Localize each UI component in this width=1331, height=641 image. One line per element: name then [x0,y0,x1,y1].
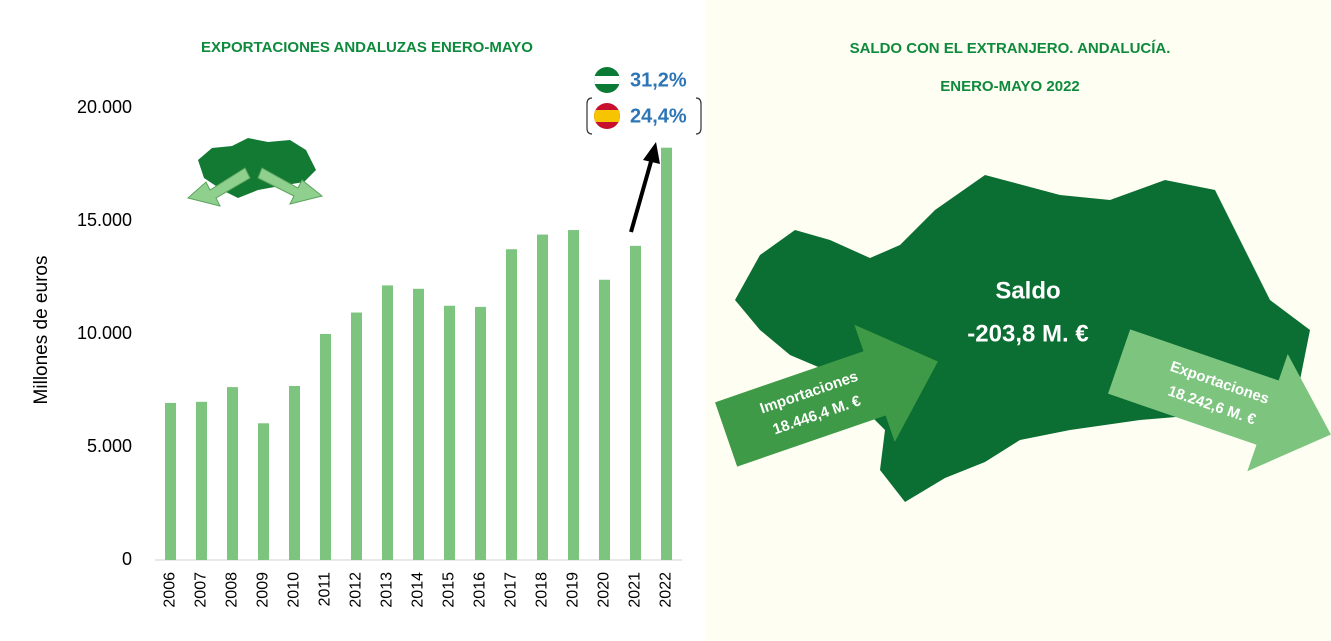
bar [289,385,300,560]
saldo-label: Saldo [995,277,1060,304]
bar [258,423,269,560]
x-tick-label: 2014 [410,572,427,608]
x-tick-label: 2009 [255,572,272,608]
y-axis-label: Millones de euros [31,256,52,405]
growth-annotation [586,67,702,233]
x-tick-label: 2007 [193,572,210,608]
annotation-spain: 24,4% [630,105,687,127]
y-tick-label: 20.000 [77,97,132,117]
x-tick-label: 2013 [379,572,396,608]
saldo-value: -203,8 M. € [967,320,1088,347]
x-tick-label: 2019 [565,572,582,608]
andalucia-map [735,175,1310,502]
bar [227,387,238,560]
x-tick-label: 2015 [441,572,458,608]
chart-title: EXPORTACIONES ANDALUZAS ENERO-MAYO [201,39,533,56]
x-tick-label: 2022 [658,572,675,608]
bar [413,288,424,560]
x-tick-label: 2018 [534,572,551,608]
bar [382,285,393,560]
bar [568,230,579,561]
x-tick-label: 2010 [286,572,303,608]
bar [661,147,672,561]
saldo-title: ENERO-MAYO 2022 [940,78,1080,95]
x-tick-label: 2016 [472,572,489,608]
bar [506,249,517,560]
y-tick-label: 0 [122,549,132,569]
saldo-title: SALDO CON EL EXTRANJERO. ANDALUCÍA. [850,40,1171,57]
y-tick-label: 5.000 [87,436,132,456]
bar [475,306,486,560]
bar [444,305,455,560]
y-tick-label: 10.000 [77,323,132,343]
x-tick-label: 2020 [596,572,613,608]
x-tick-label: 2011 [317,572,334,607]
imports-arrow: Importaciones 18.446,4 M. € [715,324,938,467]
bar [630,245,641,561]
x-tick-label: 2012 [348,572,365,608]
x-tick-label: 2006 [162,572,179,608]
x-tick-label: 2008 [224,572,241,608]
small-map-icon [186,138,324,207]
x-tick-label: 2021 [627,572,644,608]
bar [196,401,207,560]
bar [351,312,362,560]
bar [320,334,331,560]
bar [165,402,176,560]
annotation-andalucia: 31,2% [630,69,687,91]
y-tick-label: 15.000 [77,210,132,230]
x-tick-label: 2017 [503,572,520,608]
bar [599,279,610,560]
bar [537,234,548,560]
